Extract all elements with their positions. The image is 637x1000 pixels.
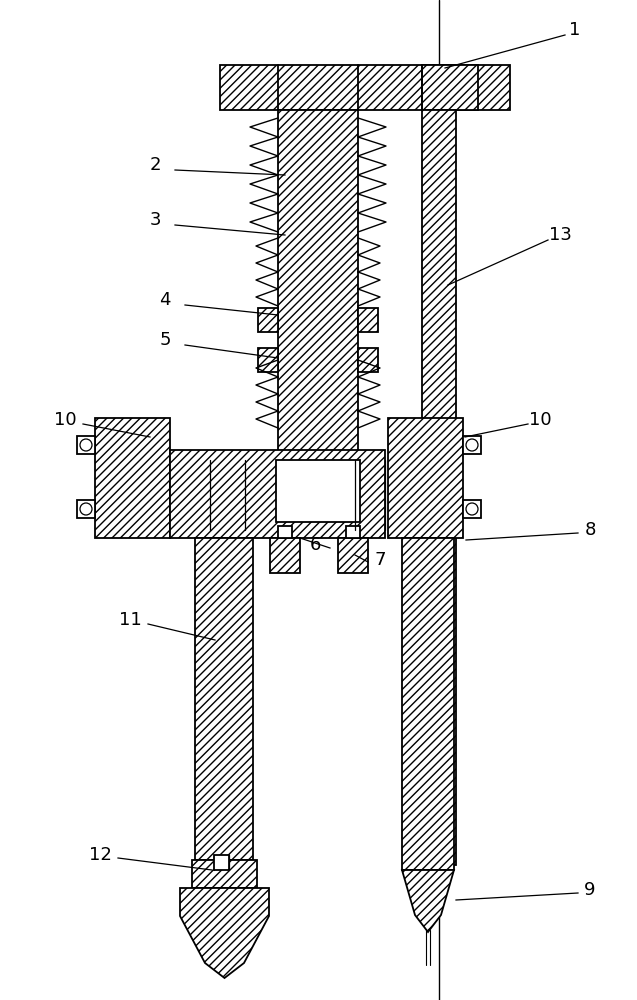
Text: 12: 12 <box>89 846 111 864</box>
Text: 11: 11 <box>118 611 141 629</box>
Bar <box>463 436 481 454</box>
Bar <box>195 538 253 860</box>
Text: 1: 1 <box>569 21 581 39</box>
Bar <box>270 538 300 573</box>
Bar <box>220 65 510 110</box>
Text: 3: 3 <box>149 211 161 229</box>
Bar <box>258 308 278 332</box>
Text: 10: 10 <box>54 411 76 429</box>
Bar <box>170 450 385 538</box>
Text: 13: 13 <box>548 226 571 244</box>
Bar <box>358 348 378 372</box>
Text: 4: 4 <box>159 291 171 309</box>
Text: 5: 5 <box>159 331 171 349</box>
Bar <box>463 500 481 518</box>
Circle shape <box>466 503 478 515</box>
Text: 7: 7 <box>375 551 386 569</box>
Bar <box>258 348 278 372</box>
Bar <box>388 418 463 538</box>
Polygon shape <box>180 888 269 978</box>
Bar <box>402 538 454 870</box>
Bar <box>422 535 456 865</box>
Text: 6: 6 <box>310 536 320 554</box>
Circle shape <box>80 503 92 515</box>
Text: 9: 9 <box>584 881 596 899</box>
Circle shape <box>466 439 478 451</box>
Bar <box>358 308 378 332</box>
Bar <box>192 860 257 888</box>
Bar <box>214 855 229 870</box>
Bar <box>422 65 478 110</box>
Bar <box>95 418 170 538</box>
Bar <box>278 526 292 538</box>
Polygon shape <box>402 870 454 932</box>
Text: 10: 10 <box>529 411 551 429</box>
Bar <box>77 500 95 518</box>
Bar <box>346 526 360 538</box>
Bar <box>276 460 360 522</box>
Bar <box>422 110 456 420</box>
Text: 2: 2 <box>149 156 161 174</box>
Circle shape <box>80 439 92 451</box>
Text: 8: 8 <box>584 521 596 539</box>
Bar <box>338 538 368 573</box>
Bar <box>77 436 95 454</box>
Bar <box>278 110 358 530</box>
